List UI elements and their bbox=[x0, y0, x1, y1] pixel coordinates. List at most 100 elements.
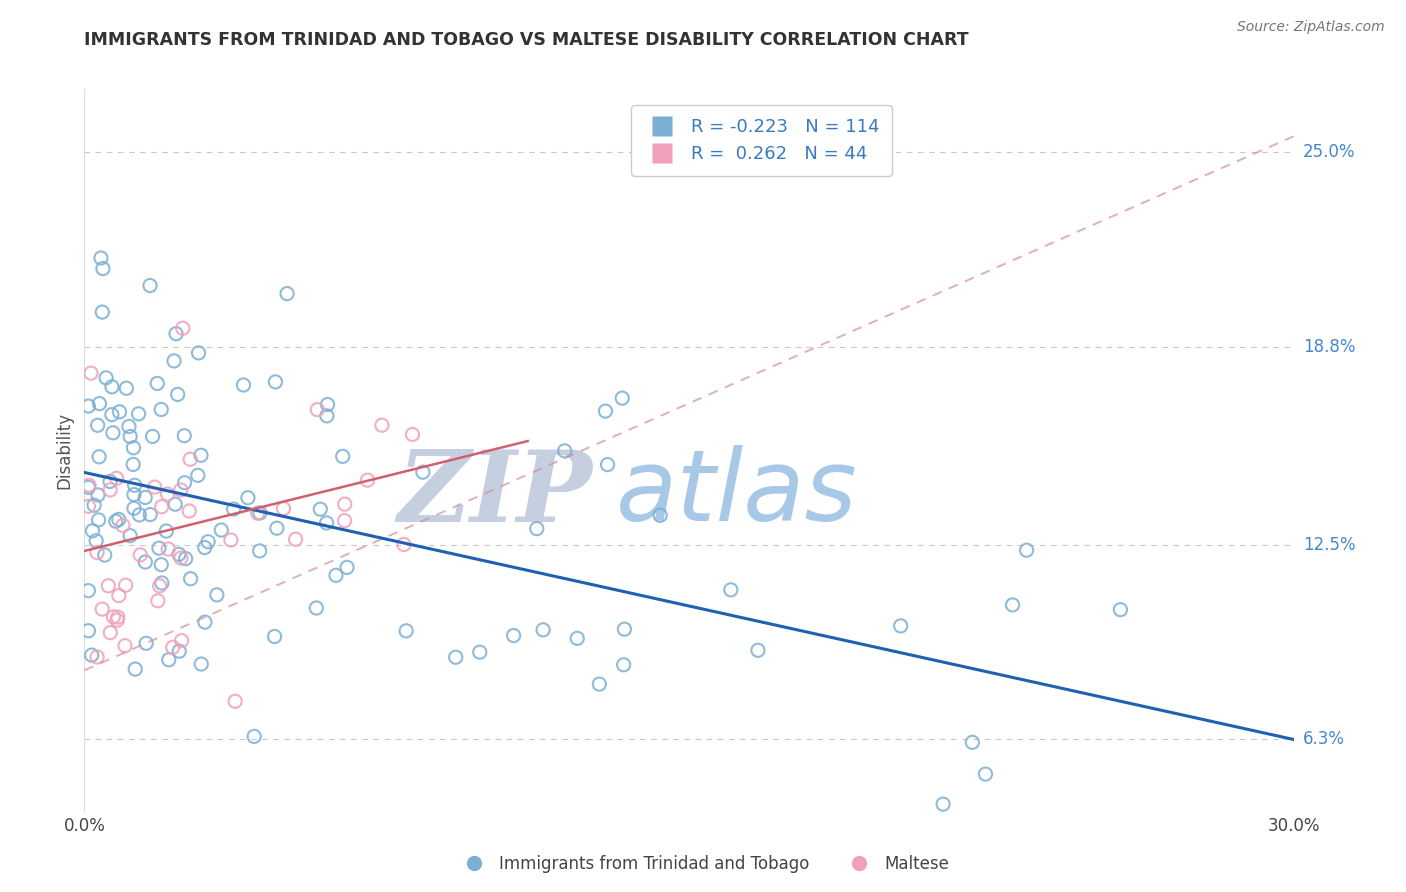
Point bbox=[613, 657, 636, 672]
Point bbox=[107, 512, 129, 526]
Point bbox=[190, 657, 212, 671]
Point bbox=[205, 588, 228, 602]
Point bbox=[309, 502, 332, 516]
Point bbox=[101, 425, 124, 440]
Point bbox=[101, 408, 124, 422]
Point bbox=[194, 541, 217, 555]
Point bbox=[197, 534, 219, 549]
Point bbox=[91, 305, 114, 319]
Point bbox=[595, 404, 617, 418]
Point bbox=[86, 650, 108, 665]
Point bbox=[243, 730, 266, 744]
Point bbox=[264, 375, 287, 389]
Point bbox=[333, 497, 356, 511]
Point bbox=[1015, 543, 1038, 558]
Point bbox=[124, 478, 146, 492]
Point bbox=[174, 551, 197, 566]
Point bbox=[588, 677, 610, 691]
Point bbox=[163, 354, 186, 368]
Point bbox=[232, 378, 254, 392]
Point bbox=[77, 500, 100, 514]
Point bbox=[97, 579, 120, 593]
Point bbox=[974, 767, 997, 781]
Text: 12.5%: 12.5% bbox=[1303, 536, 1355, 554]
Point bbox=[284, 532, 307, 546]
Point bbox=[150, 500, 173, 514]
Point bbox=[143, 480, 166, 494]
Point bbox=[103, 609, 125, 624]
Point bbox=[86, 545, 108, 559]
Point bbox=[162, 640, 184, 655]
Point bbox=[80, 366, 103, 380]
Point bbox=[108, 405, 131, 419]
Point bbox=[129, 548, 152, 562]
Point bbox=[305, 601, 328, 615]
Point bbox=[105, 471, 128, 485]
Point bbox=[104, 514, 127, 528]
Point bbox=[156, 487, 179, 501]
Text: 18.8%: 18.8% bbox=[1303, 338, 1355, 356]
Point bbox=[167, 547, 190, 561]
Point bbox=[170, 483, 193, 497]
Point bbox=[157, 542, 180, 557]
Point bbox=[612, 391, 634, 405]
Point bbox=[1109, 602, 1132, 616]
Point bbox=[444, 650, 467, 665]
Point bbox=[89, 396, 111, 410]
Point bbox=[77, 478, 100, 492]
Point bbox=[224, 694, 246, 708]
Point bbox=[148, 541, 170, 556]
Point bbox=[169, 644, 191, 658]
Point bbox=[122, 458, 145, 472]
Point bbox=[190, 448, 212, 462]
Point bbox=[502, 628, 524, 642]
Point bbox=[122, 441, 145, 455]
Point bbox=[720, 582, 742, 597]
Point bbox=[87, 513, 110, 527]
Point bbox=[236, 491, 259, 505]
Point bbox=[932, 797, 955, 812]
Point bbox=[91, 602, 114, 616]
Point bbox=[173, 428, 195, 442]
Point bbox=[165, 326, 187, 341]
Point bbox=[325, 568, 347, 582]
Point bbox=[87, 488, 110, 502]
Point bbox=[146, 594, 169, 608]
Point bbox=[80, 648, 103, 662]
Point bbox=[83, 498, 105, 512]
Point bbox=[98, 483, 121, 497]
Point bbox=[108, 589, 131, 603]
Point bbox=[412, 465, 434, 479]
Y-axis label: Disability: Disability bbox=[55, 412, 73, 489]
Point bbox=[105, 613, 128, 627]
Point bbox=[316, 398, 339, 412]
Point bbox=[77, 480, 100, 494]
Point bbox=[91, 261, 114, 276]
Point bbox=[134, 491, 156, 505]
Point bbox=[172, 321, 194, 335]
Point bbox=[120, 529, 142, 543]
Point bbox=[150, 576, 173, 591]
Point bbox=[554, 443, 576, 458]
Point bbox=[401, 427, 423, 442]
Point bbox=[122, 487, 145, 501]
Point bbox=[82, 524, 104, 538]
Point bbox=[468, 645, 491, 659]
Text: 25.0%: 25.0% bbox=[1303, 143, 1355, 161]
Point bbox=[332, 450, 354, 464]
Point bbox=[90, 251, 112, 265]
Point bbox=[890, 619, 912, 633]
Point bbox=[115, 381, 138, 395]
Text: atlas: atlas bbox=[616, 445, 858, 542]
Point bbox=[86, 418, 108, 433]
Point bbox=[77, 624, 100, 638]
Point bbox=[962, 735, 984, 749]
Point bbox=[179, 504, 201, 518]
Point bbox=[747, 643, 769, 657]
Point bbox=[180, 572, 202, 586]
Point bbox=[307, 402, 329, 417]
Point bbox=[273, 501, 295, 516]
Point bbox=[149, 579, 172, 593]
Point bbox=[142, 429, 165, 443]
Point bbox=[249, 506, 271, 520]
